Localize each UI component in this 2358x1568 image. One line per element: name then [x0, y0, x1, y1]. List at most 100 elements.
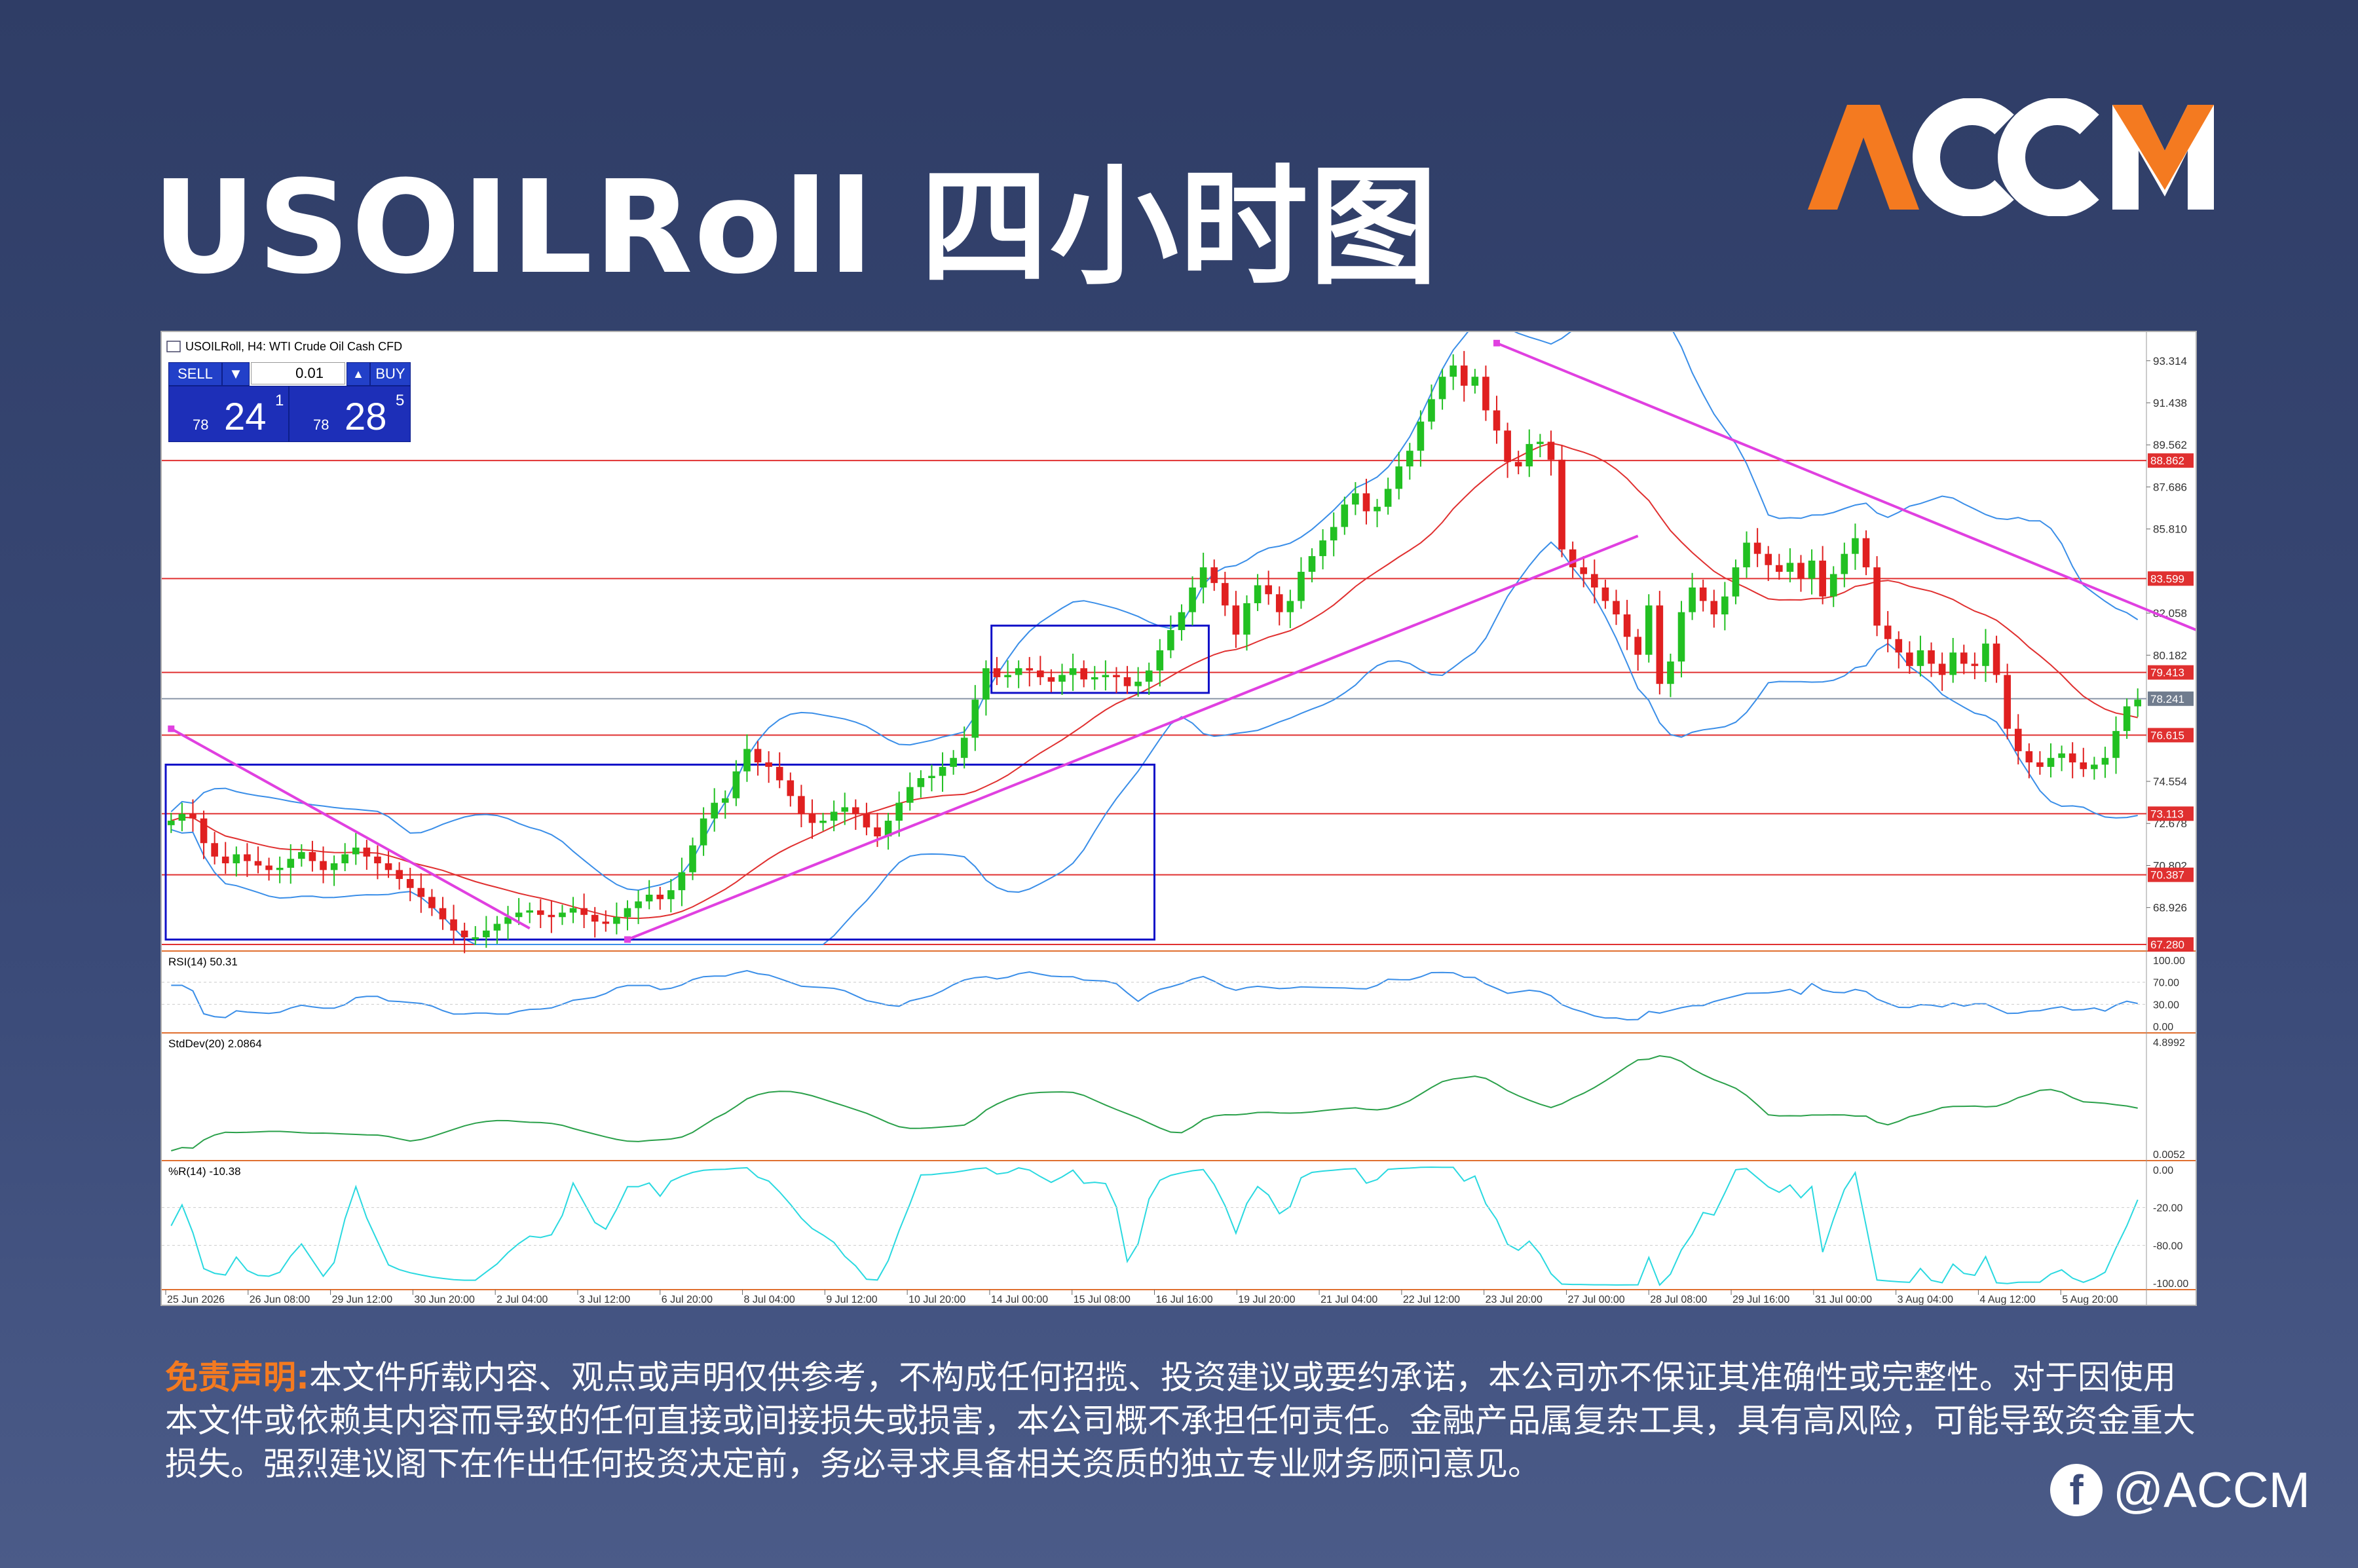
candle-body — [1645, 605, 1653, 655]
time-label: 5 Aug 20:00 — [2062, 1294, 2118, 1305]
time-label: 29 Jul 16:00 — [1732, 1294, 1789, 1305]
candle-body — [624, 908, 631, 918]
lot-up-icon[interactable]: ▲ — [346, 362, 370, 386]
candle-body — [548, 914, 555, 918]
candle-body — [743, 749, 751, 772]
buy-button[interactable]: BUY — [370, 362, 411, 386]
candle-body — [1167, 630, 1174, 650]
buy-price-box[interactable]: 78 28 5 — [289, 386, 411, 442]
candle-body — [1721, 596, 1729, 615]
indicator-level-label: 0.00 — [2153, 1165, 2173, 1176]
indicator-level-label: 30.00 — [2153, 999, 2179, 1011]
level-tag — [2148, 453, 2194, 468]
candle-body — [819, 821, 827, 823]
candle-body — [1993, 643, 2000, 675]
indicator-level-label: -100.00 — [2153, 1279, 2188, 1290]
candle-body — [265, 865, 272, 870]
level-tag-label: 73.113 — [2150, 808, 2184, 820]
candle-body — [460, 930, 468, 938]
consolidation-box — [990, 624, 1210, 694]
candle-body — [1601, 587, 1609, 601]
candle-body — [700, 818, 707, 846]
candle-body — [1743, 542, 1750, 568]
level-tag — [2148, 665, 2194, 680]
rsi-line — [171, 969, 2138, 1021]
candle-body — [906, 787, 914, 803]
price-tick-label: 80.182 — [2153, 649, 2187, 662]
candle-body — [1493, 410, 1501, 431]
candle-body — [178, 813, 186, 821]
candle-body — [569, 908, 577, 913]
candle-body — [1438, 377, 1446, 400]
candle-body — [1199, 567, 1207, 588]
candle-body — [2025, 751, 2033, 763]
time-label: 28 Jul 08:00 — [1650, 1294, 1707, 1305]
candle-body — [830, 812, 838, 821]
moving-average — [171, 442, 2138, 920]
time-label: 8 Jul 04:00 — [744, 1294, 795, 1305]
candle-body — [2068, 753, 2076, 763]
candle-body — [428, 897, 436, 908]
candle-body — [1352, 493, 1359, 505]
candle-body — [1710, 601, 1718, 615]
time-label: 25 Jun 2026 — [167, 1294, 225, 1305]
trendline — [170, 727, 531, 930]
candle-body — [309, 851, 316, 861]
indicator-level-label: 0.0052 — [2153, 1149, 2185, 1161]
candle-body — [874, 827, 881, 836]
candle-body — [1971, 663, 1979, 666]
candle-body — [1591, 574, 1598, 588]
time-label: 26 Jun 08:00 — [250, 1294, 310, 1305]
candle-body — [982, 668, 990, 700]
candle-body — [352, 848, 360, 855]
candle-body — [1319, 540, 1326, 557]
candle-body — [645, 895, 653, 902]
candle-body — [363, 848, 371, 857]
candle-body — [341, 854, 349, 864]
chart-window[interactable]: USOILRoll, H4: WTI Crude Oil Cash CFD 93.… — [160, 331, 2197, 1306]
candle-body — [950, 758, 957, 767]
sell-button[interactable]: SELL — [168, 362, 222, 386]
lot-down-icon[interactable]: ▼ — [222, 362, 250, 386]
level-tag-label: 70.387 — [2150, 869, 2184, 882]
price-tick-label: 68.926 — [2153, 902, 2187, 914]
candle-body — [993, 668, 1001, 677]
candle-body — [1058, 675, 1066, 682]
candle-body — [1569, 549, 1577, 568]
time-label: 29 Jun 12:00 — [332, 1294, 393, 1305]
candle-body — [863, 813, 870, 828]
time-label: 23 Jul 20:00 — [1486, 1294, 1543, 1305]
candle-body — [2036, 762, 2044, 767]
candle-body — [211, 843, 218, 857]
indicator-level-label: 100.00 — [2153, 956, 2185, 967]
candle-body — [167, 821, 175, 825]
indicator-header: StdDev(20) 2.0864 — [168, 1037, 262, 1050]
indicator-header: %R(14) -10.38 — [168, 1165, 241, 1178]
indicator-level-label: -80.00 — [2153, 1241, 2182, 1252]
time-label: 4 Aug 12:00 — [1979, 1294, 2036, 1305]
time-label: 9 Jul 12:00 — [826, 1294, 877, 1305]
candle-body — [1765, 553, 1772, 565]
time-label: 14 Jul 00:00 — [991, 1294, 1048, 1305]
time-label: 3 Aug 04:00 — [1898, 1294, 1954, 1305]
time-label: 10 Jul 20:00 — [908, 1294, 965, 1305]
candle-body — [1406, 451, 1413, 467]
price-chart[interactable]: USOILRoll, H4: WTI Crude Oil Cash CFD 93.… — [162, 332, 2196, 1305]
bollinger-lower — [171, 541, 2138, 945]
candle-body — [884, 821, 892, 836]
lot-size-input[interactable]: 0.01 — [251, 362, 345, 384]
candle-body — [939, 766, 946, 776]
candle-body — [1286, 601, 1294, 612]
candle-body — [2091, 764, 2098, 770]
sell-price-box[interactable]: 78 24 1 — [168, 386, 289, 442]
one-click-trading-panel: SELL ▼ 0.01 ▲ BUY 78 24 1 78 28 5 — [168, 361, 411, 442]
candle-body — [1450, 365, 1457, 377]
candle-body — [1178, 612, 1186, 631]
level-tag-label: 79.413 — [2150, 667, 2184, 679]
candle-body — [200, 818, 208, 844]
price-tick-label: 85.810 — [2153, 523, 2187, 536]
price-tick-label: 93.314 — [2153, 355, 2187, 367]
candle-body — [841, 807, 849, 812]
candle-body — [483, 930, 490, 938]
candle-body — [1873, 567, 1881, 626]
